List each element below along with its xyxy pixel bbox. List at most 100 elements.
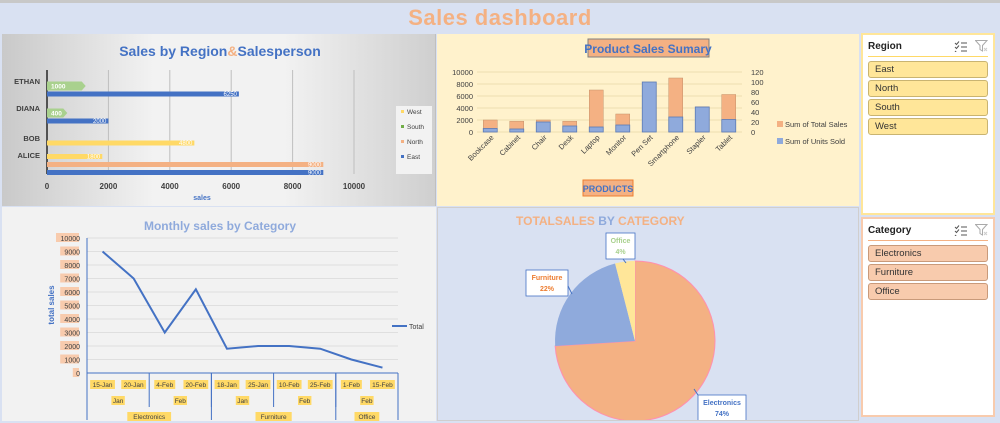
- product-legend[interactable]: Sum of Total Sales Sum of Units Sold: [777, 120, 848, 146]
- svg-text:100: 100: [751, 78, 764, 87]
- product-label: Stapler: [684, 133, 708, 157]
- monthly-line-chart: Monthly sales by Category total sales 01…: [47, 219, 424, 421]
- chart-product-sales-summary[interactable]: Product Sales Sumary 0 2000 4000 6000 8000 10…: [437, 34, 859, 206]
- axis-label: 25-Feb: [310, 382, 331, 389]
- bar-units-sold: [562, 125, 578, 133]
- x-tick-label: 6000: [222, 182, 240, 191]
- svg-text:4000: 4000: [456, 104, 473, 113]
- multi-select-icon[interactable]: [954, 40, 967, 52]
- axis-label: Electronics: [133, 414, 166, 421]
- x-tick-label: 0: [45, 182, 50, 191]
- axis-label: Feb: [361, 398, 373, 405]
- region-slicer-items: East North South West: [868, 61, 988, 135]
- legend-label: North: [407, 139, 423, 146]
- legend-swatch: [401, 155, 404, 158]
- product-category-labels: Bookcase Cabinet Chair Desk Laptop Monitor Pen…: [466, 132, 735, 168]
- product-label: Pen Set: [629, 132, 655, 158]
- svg-text:6000: 6000: [64, 290, 80, 297]
- bar-west: [47, 154, 103, 159]
- product-label: Cabinet: [498, 132, 523, 157]
- axis-label: Office: [358, 414, 375, 421]
- axis-label: Feb: [175, 398, 187, 405]
- category-slicer-item-electronics[interactable]: Electronics: [868, 245, 988, 262]
- axis-label: 20-Jan: [124, 382, 144, 389]
- region-slicer-item-south[interactable]: South: [868, 99, 988, 116]
- bar-units-sold: [694, 106, 710, 133]
- monthly-x-axis: 15-Jan 20-Jan 4-Feb 20-Feb 18-Jan 25-Jan 10-Fe…: [87, 372, 399, 421]
- svg-text:10000: 10000: [452, 68, 473, 77]
- svg-text:1800: 1800: [87, 155, 101, 161]
- pie-label-category: Office: [611, 238, 631, 245]
- pie-slice-electronics: [554, 260, 716, 420]
- region-slicer[interactable]: Region East North South West: [861, 33, 995, 215]
- category-slicer[interactable]: Category Electronics Furniture Office: [861, 217, 995, 417]
- region-slicer-item-east[interactable]: East: [868, 61, 988, 78]
- svg-text:40: 40: [751, 108, 759, 117]
- region-category-labels: ALICE BOB DIANA ETHAN: [14, 77, 40, 160]
- legend-label: West: [407, 109, 422, 116]
- category-slicer-header: Category: [868, 223, 988, 241]
- bar-east: [47, 91, 239, 97]
- axis-label: 15-Jan: [93, 382, 113, 389]
- monthly-grid: 0 1000 2000 3000 4000 5000 6000 7000 8000 9000 100…: [56, 233, 398, 420]
- region-slicer-item-west[interactable]: West: [868, 118, 988, 135]
- legend-swatch: [777, 138, 783, 144]
- svg-text:2000: 2000: [456, 116, 473, 125]
- region-slicer-item-north[interactable]: North: [868, 80, 988, 97]
- bar-units-sold: [482, 128, 498, 133]
- pie-slice-furniture: [555, 263, 635, 347]
- monthly-legend[interactable]: Total: [392, 324, 424, 331]
- pie-label-box: [697, 394, 747, 420]
- category-slicer-items: Electronics Furniture Office: [868, 245, 988, 300]
- legend-swatch: [777, 121, 783, 127]
- bar-units-sold: [721, 119, 737, 133]
- product-label: Chair: [530, 133, 549, 152]
- axis-label: Feb: [299, 398, 311, 405]
- svg-text:7000: 7000: [64, 277, 80, 284]
- product-label: Bookcase: [466, 133, 496, 163]
- region-bars: 1800 9000 9000 4800 400 2000 1000 6250: [46, 81, 324, 177]
- axis-label: 1-Feb: [343, 382, 360, 389]
- bar-south: [46, 81, 86, 91]
- pie-label-box: [525, 269, 569, 297]
- product-label: Monitor: [604, 133, 628, 157]
- bar-units-sold: [588, 126, 604, 133]
- clear-filter-icon[interactable]: [975, 224, 988, 236]
- pie-slice-office: [615, 261, 635, 341]
- monthly-y-label: total sales: [47, 285, 56, 325]
- svg-text:10000: 10000: [61, 236, 81, 243]
- svg-text:9000: 9000: [308, 163, 322, 169]
- category-slicer-item-office[interactable]: Office: [868, 283, 988, 300]
- svg-text:8000: 8000: [456, 80, 473, 89]
- product-x-label-box: [582, 179, 634, 197]
- product-chart-title: Product Sales Sumary: [584, 42, 712, 56]
- region-slicer-title: Region: [868, 40, 902, 52]
- region-legend[interactable]: West South North East: [401, 109, 424, 161]
- svg-text:120: 120: [751, 68, 764, 77]
- clear-filter-icon[interactable]: [975, 40, 988, 52]
- pie-label-category: Electronics: [703, 400, 741, 407]
- chart-sales-by-region-salesperson[interactable]: Sales by Region&Salesperson 1800 9000 9000…: [2, 34, 436, 206]
- legend-label: Sum of Units Sold: [785, 137, 845, 146]
- pie-slices: [554, 260, 716, 420]
- product-label: Laptop: [579, 133, 602, 156]
- bar-units-sold: [535, 121, 551, 133]
- pie-label-category: Furniture: [532, 275, 563, 282]
- pie-data-labels: Electronics 74% Furniture 22% Office 4%: [525, 232, 747, 420]
- svg-text:2000: 2000: [64, 344, 80, 351]
- chart-totalsales-by-category[interactable]: TOTALSALES BY CATEGORY Electronics 74% Fur…: [437, 207, 859, 421]
- category-label: DIANA: [16, 104, 40, 113]
- multi-select-icon[interactable]: [954, 224, 967, 236]
- legend-swatch: [401, 140, 404, 143]
- product-x-label: PRODUCTS: [583, 184, 634, 194]
- category-slicer-item-furniture[interactable]: Furniture: [868, 264, 988, 281]
- sheet-grid-top: [0, 0, 1000, 3]
- svg-text:0: 0: [76, 371, 80, 378]
- legend-label: East: [407, 154, 420, 161]
- product-label: Tablet: [714, 132, 735, 153]
- category-pie-chart: TOTALSALES BY CATEGORY Electronics 74% Fur…: [516, 214, 747, 420]
- svg-text:2000: 2000: [93, 119, 107, 125]
- svg-text:1000: 1000: [51, 84, 66, 91]
